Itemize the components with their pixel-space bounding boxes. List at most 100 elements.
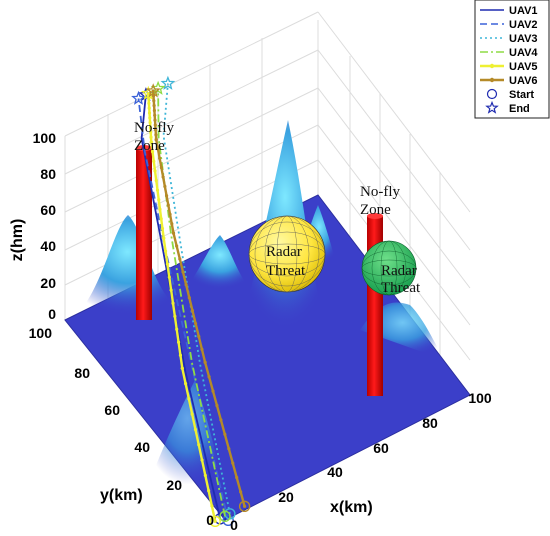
uav-path-6-marker <box>159 166 163 170</box>
legend-label-2: UAV2 <box>509 19 538 31</box>
uav-path-5-marker <box>183 382 188 386</box>
legend-label-4: UAV4 <box>509 47 538 59</box>
annotation-radar-2-line1: Radar <box>381 263 417 279</box>
uav-path-5-marker <box>149 135 153 139</box>
uav-path-5-marker <box>157 198 161 202</box>
uav-path-5-marker <box>154 178 158 183</box>
uav-path-6-marker <box>153 118 157 122</box>
legend-label-3: UAV3 <box>509 33 538 45</box>
annotation-nofly-2-line1: No-fly <box>360 184 400 200</box>
x-tick: 40 <box>327 464 343 480</box>
uav-path-6-marker <box>152 99 156 103</box>
uav-path-5-marker <box>190 412 194 416</box>
uav-path-5-marker <box>203 473 207 478</box>
x-tick: 0 <box>230 517 238 533</box>
uav-path-6-marker <box>223 432 227 436</box>
z-tick: 100 <box>33 130 57 146</box>
uav-path-6-marker <box>190 309 195 313</box>
uav-path-5-marker <box>171 301 175 305</box>
uav-path-6-marker <box>181 270 185 274</box>
end-marker <box>160 75 176 90</box>
annotation-nofly-1: No-fly Zone <box>134 120 174 154</box>
annotation-nofly-1-line2: Zone <box>134 138 165 154</box>
uav-path-5-marker <box>149 140 153 144</box>
x-tick: 100 <box>468 390 492 406</box>
z-tick: 60 <box>40 202 56 218</box>
z-tick: 80 <box>40 166 56 182</box>
uav-path-6-marker <box>211 389 215 393</box>
uav-path-5-marker <box>176 340 181 344</box>
start-marker <box>219 510 231 523</box>
uav-path-6-marker <box>164 194 169 198</box>
uav-path-6-marker <box>243 504 247 508</box>
uav-path-1 <box>140 94 221 520</box>
legend-marker-6 <box>489 77 495 83</box>
uav-path-6-marker <box>170 222 174 226</box>
uav-path-6-marker <box>203 360 207 364</box>
y-tick: 0 <box>206 512 214 528</box>
end-marker <box>131 90 146 105</box>
uav-path-6-marker <box>235 475 239 480</box>
uav-path-6-marker <box>239 490 243 494</box>
uav-path-5-marker <box>187 397 191 401</box>
uav-path-6-marker <box>215 403 219 408</box>
legend-label-6: UAV6 <box>509 75 538 87</box>
legend-end-icon <box>485 100 499 114</box>
z-axis-label: z(hm) <box>9 219 26 262</box>
uav-path-6-marker <box>152 108 156 113</box>
uav-path-6-marker <box>227 447 231 451</box>
legend[interactable]: UAV1 UAV2 UAV3 UAV4 UAV5 UAV6 Start End <box>474 0 550 119</box>
annotation-nofly-2: No-fly Zone <box>360 184 400 218</box>
legend-label-5: UAV5 <box>509 61 538 73</box>
z-tick: 20 <box>40 275 56 291</box>
annotation-radar-1-line1: Radar <box>266 244 302 260</box>
uav-path-6-marker <box>166 203 170 207</box>
y-axis-label: y(km) <box>100 487 143 504</box>
legend-label-1: UAV1 <box>509 5 538 17</box>
uav-path-5-marker <box>155 188 160 192</box>
x-tick: 60 <box>373 440 389 456</box>
uav-path-6-marker <box>187 296 191 300</box>
uav-path-6-marker <box>156 147 160 151</box>
uav-path-6-marker <box>154 133 158 137</box>
uav-path-6-marker <box>153 113 157 117</box>
start-marker <box>238 500 251 513</box>
uav-path-6-marker <box>194 321 198 326</box>
legend-marker-5 <box>489 63 495 69</box>
start-marker <box>209 515 221 528</box>
legend-label-8: End <box>509 103 530 115</box>
annotation-radar-1-line2: Threat <box>266 263 306 279</box>
uav-path-5-marker <box>148 121 152 125</box>
uav-path-6-marker <box>200 347 204 351</box>
uav-path-6-marker <box>231 461 235 465</box>
uav-path-5-marker <box>167 275 171 279</box>
annotation-nofly-1-line1: No-fly <box>134 120 174 136</box>
uav-path-5-marker <box>197 443 201 447</box>
uav-path-6-marker <box>219 418 223 422</box>
uav-path-6-marker <box>161 175 165 179</box>
uav-path-5-marker <box>200 458 204 462</box>
legend-label-7: Start <box>509 89 534 101</box>
uav-path-5-marker <box>146 91 150 96</box>
uav-path-5-marker <box>175 327 179 331</box>
x-tick: 20 <box>278 489 294 505</box>
uav-path-6-marker <box>163 184 167 188</box>
legend-start-icon <box>486 88 498 100</box>
uav-path-5-marker <box>165 262 170 266</box>
uav-path-6-marker <box>175 244 179 248</box>
uav-path-4 <box>157 88 226 517</box>
uav-path-5-marker <box>193 427 198 432</box>
radar-threat-1 <box>248 215 326 293</box>
annotation-radar-2: Radar Threat <box>381 263 421 296</box>
uav-path-3 <box>162 83 231 514</box>
uav-path-6-marker <box>197 334 201 339</box>
uav-path-5-marker <box>173 314 177 318</box>
x-axis-label: x(km) <box>330 499 373 516</box>
y-tick: 100 <box>29 325 53 341</box>
uav-path-5-marker <box>147 111 152 115</box>
radar-threat-2 <box>361 240 417 296</box>
no-fly-zone-2 <box>367 213 383 396</box>
uav-path-5-marker <box>152 159 156 163</box>
uav-path-5-marker <box>210 504 214 508</box>
